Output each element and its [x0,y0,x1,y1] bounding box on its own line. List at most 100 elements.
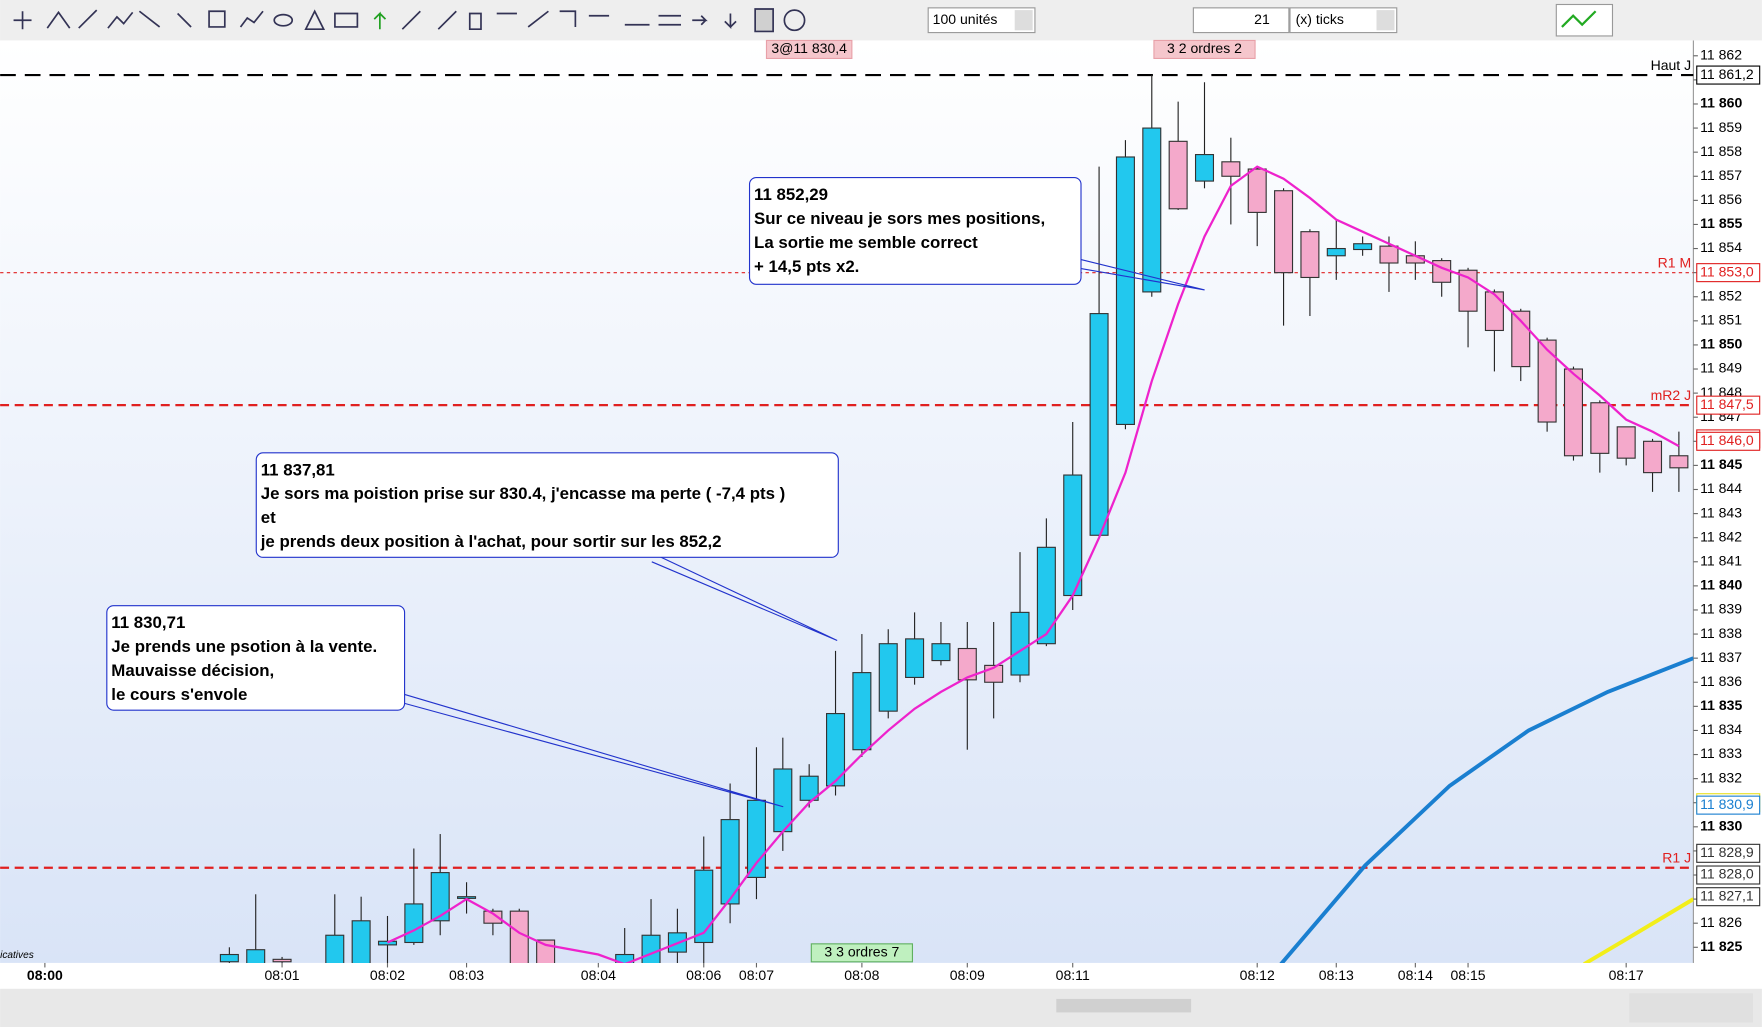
callout-text: Je prends une psotion à la vente. [111,637,377,656]
x-tick-label: 08:11 [1056,967,1090,983]
candle-body [641,934,661,963]
callout-pointer [651,552,838,641]
y-tick-label: 11 845 [1700,456,1742,472]
order-tag-label: 3 2 ordres 2 [1167,40,1242,56]
candle-body [826,713,846,787]
toolbar-icons [13,8,806,33]
dropdown-button[interactable] [1376,10,1395,31]
y-tick-label: 11 856 [1700,191,1742,207]
level-box [1696,263,1761,283]
y-tick-label: 11 835 [1700,697,1742,713]
y-tick-label: 11 858 [1700,143,1742,159]
y-tick-label: 11 855 [1700,215,1742,231]
level-box [1696,65,1761,85]
price-box-label: 11 828,0 [1700,866,1754,882]
price-box [1696,865,1761,885]
callout-text: Je sors ma poistion prise sur 830.4, j'e… [261,484,786,503]
x-tick-label: 08:12 [1240,967,1275,983]
order-tag [810,943,914,963]
candle-body [1089,313,1109,536]
candle-body [1537,339,1557,423]
candle-body [219,953,239,963]
y-tick-label: 11 840 [1700,577,1742,593]
y-tick-label: 11 841 [1700,552,1742,568]
indicator-line [1279,656,1694,963]
x-tick-label: 08:15 [1450,967,1485,983]
x-tick-label: 08:07 [739,967,774,983]
status-bar [0,988,1762,1027]
price-box-label: 11 828,9 [1700,844,1754,860]
candle-body [1063,474,1083,597]
candle-body [1300,231,1320,279]
y-tick-label: 11 836 [1700,673,1742,689]
callout-pointer [404,693,784,808]
callout-pointer [1080,259,1205,291]
candle-body [1221,161,1241,177]
level-box [1696,395,1761,415]
candle-body [1643,440,1663,474]
tick-count: 21 [1254,11,1270,27]
candle-body [615,953,635,963]
candle-body [509,910,529,963]
y-tick-label: 11 837 [1700,649,1742,665]
zoom-controls[interactable] [1629,993,1753,1023]
order-tag-label: 3 3 ordres 7 [824,944,899,960]
level-name: mR2 J [1651,387,1692,403]
candle-body [351,920,371,963]
candle-body [483,910,503,924]
y-tick-label: 11 862 [1700,46,1742,62]
x-tick-label: 08:09 [950,967,985,983]
y-tick-label: 11 849 [1700,360,1742,376]
level-value: 11 861,2 [1700,66,1754,82]
candle-body [1669,455,1689,469]
candle-body [878,643,898,712]
chart-type-button[interactable] [1555,3,1614,37]
x-tick-label: 08:14 [1398,967,1433,983]
toolbar [0,0,1762,41]
candle-body [1353,243,1373,251]
candle-body [1274,190,1294,274]
callout-text: Sur ce niveau je sors mes positions, [754,209,1045,228]
candle-body [931,643,951,662]
callout-text: 11 852,29 [754,185,828,204]
candle-body [746,799,766,878]
candle-body [1379,245,1399,264]
callout-text: 11 837,81 [261,460,335,479]
y-tick-label: 11 842 [1700,528,1742,544]
y-tick-label: 11 859 [1700,119,1742,135]
candle-body [1168,140,1188,210]
indicator-line [1583,897,1694,963]
level-name: R1 J [1662,849,1691,865]
y-tick-label: 11 857 [1700,167,1742,183]
candle-body [1010,611,1030,676]
order-tag [765,39,853,59]
candle-body [1115,156,1135,425]
footer-note: icatives [0,950,34,961]
y-tick-label: 11 838 [1700,625,1742,641]
candle-body [1036,546,1056,645]
dropdown-button[interactable] [1014,10,1033,31]
tick-count-box[interactable] [1192,7,1290,34]
y-tick-label: 11 830 [1700,818,1742,834]
y-tick-label: 11 825 [1700,938,1742,954]
y-tick-label: 11 843 [1700,504,1742,520]
callout-text: et [261,508,276,527]
tick-unit: (x) ticks [1296,11,1344,27]
candle-body [852,672,872,751]
y-tick-label: 11 860 [1700,95,1742,111]
candle-body [1563,368,1583,457]
x-tick-label: 08:04 [581,967,616,983]
candle-body [957,647,977,681]
y-tick-label: 11 852 [1700,287,1742,303]
candle-body [246,949,266,963]
scrollbar[interactable] [1056,998,1192,1013]
price-box-label: 11 830,9 [1700,796,1754,812]
price-box [1696,795,1761,815]
y-tick-label: 11 833 [1700,745,1742,761]
candle-body [325,934,345,963]
order-tag [1153,39,1256,59]
candle-body [1247,168,1267,213]
